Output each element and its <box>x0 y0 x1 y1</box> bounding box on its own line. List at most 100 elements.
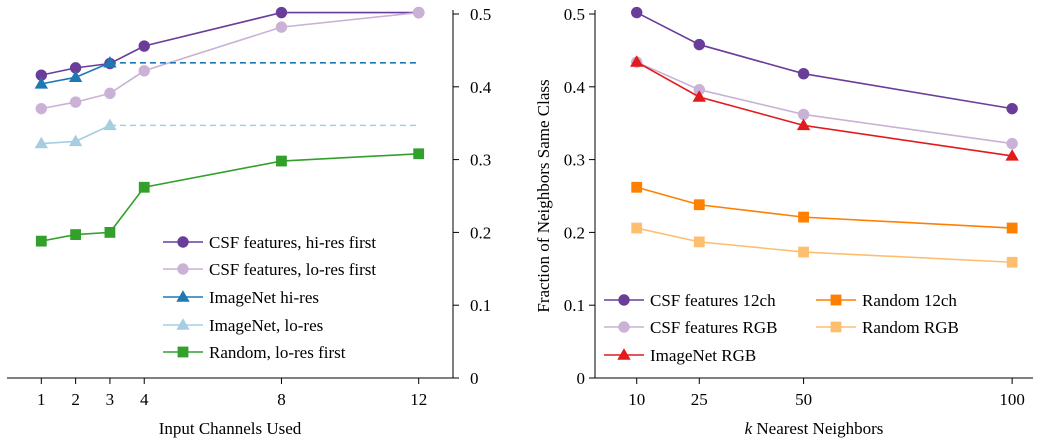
legend-swatch-marker <box>177 236 189 248</box>
legend: CSF features 12ch CSF features RGB ImageNe… <box>604 291 959 365</box>
data-point <box>35 235 47 247</box>
data-point <box>693 236 705 248</box>
y-axis-title: Fraction of Neighbors Same Class <box>534 79 553 312</box>
data-point <box>275 6 288 19</box>
y-tick-label: 0.4 <box>470 78 492 97</box>
x-axis-title: Input Channels Used <box>159 419 302 438</box>
y-tick-label: 0.3 <box>470 151 491 170</box>
legend-item-random-lo-res-first: Random, lo-res first <box>163 343 346 362</box>
y-tick-label: 0.5 <box>564 5 585 24</box>
data-point <box>68 70 83 83</box>
data-point <box>797 67 810 80</box>
y-tick-label: 0.5 <box>470 5 491 24</box>
y-tick-label: 0.2 <box>470 223 491 242</box>
data-point <box>798 211 809 223</box>
data-point <box>1006 137 1018 150</box>
x-tick-label: 50 <box>795 390 812 409</box>
data-point <box>138 65 150 77</box>
legend-label: CSF features, hi-res first <box>209 233 376 252</box>
data-point <box>138 40 150 52</box>
data-point <box>631 6 643 19</box>
series-line <box>41 152 419 242</box>
series-line <box>41 11 419 110</box>
data-point <box>34 136 49 149</box>
x-tick-label: 8 <box>277 390 286 409</box>
legend-label: Random 12ch <box>862 291 957 310</box>
legend-item-imagenet-lo-res: ImageNet, lo-res <box>163 316 323 335</box>
series-line <box>636 61 1013 145</box>
legend-swatch-marker <box>177 263 189 275</box>
data-point <box>413 148 425 160</box>
data-point <box>797 108 810 121</box>
data-point <box>104 226 116 238</box>
data-point <box>631 222 643 234</box>
legend-label: Random, lo-res first <box>209 343 346 362</box>
y-tick-label: 0 <box>470 369 479 388</box>
legend-swatch-marker <box>618 294 630 306</box>
series-csf-features-lo-res-first <box>35 6 425 115</box>
x-tick-label: 2 <box>71 390 80 409</box>
series-imagenet-hi-res <box>34 55 419 89</box>
x-tick-label: 12 <box>410 390 427 409</box>
data-point <box>693 38 705 51</box>
data-point <box>34 77 49 89</box>
series-csf-features-rgb <box>631 56 1018 150</box>
data-point <box>70 229 82 240</box>
series-imagenet-lo-res <box>34 118 419 149</box>
data-point <box>35 102 48 115</box>
data-point <box>1006 222 1018 234</box>
legend-label: CSF features, lo-res first <box>209 260 376 279</box>
data-point <box>275 21 288 33</box>
legend-item-csf-features-hi-res-first: CSF features, hi-res first <box>163 233 376 252</box>
series-line <box>636 186 1013 229</box>
legend-swatch-marker <box>176 290 190 302</box>
series-imagenet-rgb <box>630 55 1019 161</box>
legend-label: ImageNet hi-res <box>209 288 319 307</box>
x-tick-label: 3 <box>106 390 115 409</box>
x-axis-title: k Nearest Neighbors <box>745 419 884 438</box>
data-point <box>104 87 116 100</box>
x-tick-label: 4 <box>140 390 149 409</box>
legend-label: CSF features 12ch <box>650 291 776 310</box>
x-tick-label: 1 <box>37 390 46 409</box>
data-point <box>412 6 425 19</box>
y-tick-label: 0.1 <box>564 296 585 315</box>
data-point <box>1005 149 1019 161</box>
legend-item-imagenet-rgb: ImageNet RGB <box>604 346 756 365</box>
legend-swatch-marker <box>176 318 190 330</box>
data-point <box>103 118 117 131</box>
legend-label: ImageNet, lo-res <box>209 316 323 335</box>
x-axis-title-rest: Nearest Neighbors <box>752 419 883 438</box>
legend-swatch-marker <box>618 321 630 333</box>
data-point <box>692 90 706 102</box>
data-point <box>796 118 811 131</box>
legend-item-csf-features-12ch: CSF features 12ch <box>604 291 776 310</box>
data-point <box>138 181 150 193</box>
data-point <box>1006 256 1018 268</box>
legend-item-random-rgb: Random RGB <box>816 318 959 337</box>
series-line <box>636 11 1013 110</box>
data-point <box>631 181 643 193</box>
chart-right-k-nearest-neighbors: 10 25 50 100 0 0.1 0.2 0.3 0.4 0.5 k Nearest Neigh… <box>534 5 1033 438</box>
data-point <box>630 55 644 67</box>
x-tick-label: 100 <box>999 390 1025 409</box>
data-point <box>103 55 117 68</box>
legend-item-csf-features-lo-res-first: CSF features, lo-res first <box>163 260 376 279</box>
y-tick-label: 0 <box>577 369 586 388</box>
legend: CSF features, hi-res first CSF features, … <box>163 233 376 362</box>
series-line <box>636 61 1013 157</box>
series-csf-features-12ch <box>631 6 1018 115</box>
y-tick-label: 0.2 <box>564 223 585 242</box>
legend-item-imagenet-hi-res: ImageNet hi-res <box>163 288 319 307</box>
legend-swatch-marker <box>617 348 631 360</box>
series-line <box>41 11 419 76</box>
data-point <box>276 155 287 167</box>
legend-label: Random RGB <box>862 318 959 337</box>
data-point <box>798 246 809 258</box>
x-tick-label: 10 <box>628 390 645 409</box>
legend-item-random-12ch: Random 12ch <box>816 291 957 310</box>
series-random-12ch <box>631 181 1018 234</box>
data-point <box>68 134 83 147</box>
